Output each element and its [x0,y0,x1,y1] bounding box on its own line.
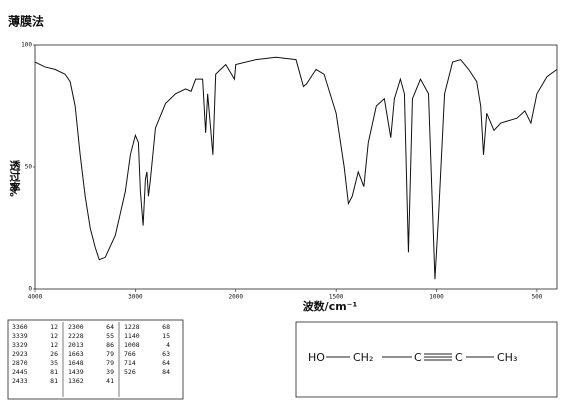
peak-wavenumber: 714 [124,359,136,367]
peak-transmittance: 55 [106,332,114,340]
peak-wavenumber: 1439 [68,368,84,376]
x-tick-label: 2000 [229,294,244,301]
plot-frame [34,44,558,290]
peak-transmittance: 68 [162,323,170,331]
peak-wavenumber: 3360 [12,323,28,331]
x-tick-label: 500 [532,294,543,301]
y-axis-label: 透过率 [8,160,21,194]
peak-transmittance: 35 [50,359,58,367]
peak-transmittance: 64 [162,359,170,367]
chart-title: 薄膜法 [8,14,44,29]
peak-transmittance: 41 [106,377,114,385]
peak-transmittance: 63 [162,350,170,358]
peak-table-frame [7,319,184,400]
x-tick-label: 4000 [28,294,43,301]
peak-wavenumber: 526 [124,368,136,376]
y-tick-label: 0 [28,286,32,293]
x-tick-label: 3000 [128,294,143,301]
y-axis-unit: %/ [9,183,20,197]
peak-wavenumber: 2300 [68,323,84,331]
peak-wavenumber: 1140 [124,332,140,340]
peak-wavenumber: 1663 [68,350,84,358]
peak-transmittance: 12 [50,332,58,340]
spectrum-line [34,56,558,280]
atom: C [455,351,463,364]
x-axis-label: 波数/cm⁻¹ [303,299,358,313]
structure-frame [295,321,558,398]
atom: CH₂ [353,351,373,364]
peak-transmittance: 81 [50,368,58,376]
y-tick-label: 100 [21,42,32,49]
peak-wavenumber: 1228 [124,323,140,331]
peak-transmittance: 79 [106,350,114,358]
peak-transmittance: 81 [50,377,58,385]
y-tick-label: 50 [25,164,33,171]
peak-wavenumber: 2013 [68,341,84,349]
peak-transmittance: 12 [50,323,58,331]
peak-transmittance: 64 [106,323,114,331]
peak-wavenumber: 2445 [12,368,28,376]
peak-transmittance: 12 [50,341,58,349]
peak-wavenumber: 1362 [68,377,84,385]
peak-wavenumber: 2228 [68,332,84,340]
peak-transmittance: 79 [106,359,114,367]
atom: CH₃ [497,351,517,364]
peak-transmittance: 26 [50,350,58,358]
peak-transmittance: 4 [166,341,170,349]
atom: HO [308,351,325,364]
peak-transmittance: 86 [106,341,114,349]
peak-wavenumber: 1008 [124,341,140,349]
peak-wavenumber: 3329 [12,341,28,349]
peak-wavenumber: 2923 [12,350,28,358]
peak-wavenumber: 3339 [12,332,28,340]
x-tick-label: 1000 [429,294,444,301]
peak-wavenumber: 2870 [12,359,28,367]
structure: HO CH₂ C C CH₃ [308,351,517,364]
peak-transmittance: 39 [106,368,114,376]
atom: C [414,351,422,364]
peak-wavenumber: 1648 [68,359,84,367]
peak-transmittance: 15 [162,332,170,340]
peak-wavenumber: 766 [124,350,136,358]
peak-wavenumber: 2433 [12,377,28,385]
x-tick-label: 1500 [329,294,344,301]
peak-transmittance: 84 [162,368,170,376]
